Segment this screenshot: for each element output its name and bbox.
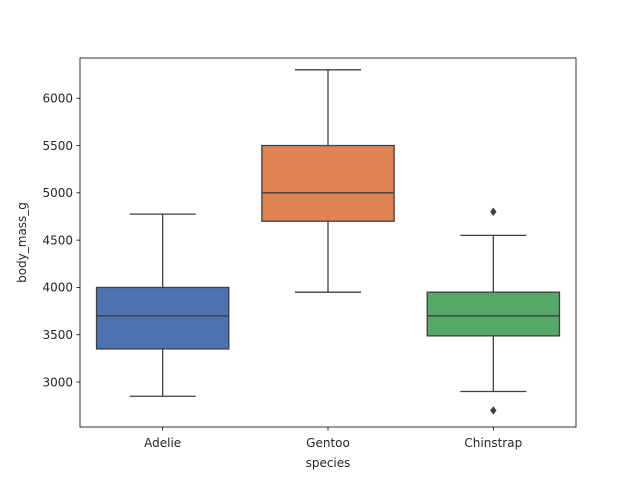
y-ticks: 3000 3500 4000 4500 5000 5500 6000 xyxy=(42,92,80,389)
outlier-chinstrap-1 xyxy=(490,207,497,216)
box-chinstrap xyxy=(426,291,561,337)
y-tick-label-3500: 3500 xyxy=(42,328,73,342)
plot-frame xyxy=(79,57,577,428)
box-group-adelie xyxy=(95,213,230,397)
y-axis-label: body_mass_g xyxy=(15,202,29,283)
box-gentoo xyxy=(261,144,395,222)
x-axis-label: species xyxy=(306,456,351,470)
x-tick-label-adelie: Adelie xyxy=(144,436,181,450)
x-tick-label-gentoo: Gentoo xyxy=(306,436,350,450)
box-adelie xyxy=(95,286,230,350)
box-group-chinstrap xyxy=(426,207,561,415)
y-tick-label-3000: 3000 xyxy=(42,375,73,389)
y-tick-label-6000: 6000 xyxy=(42,92,73,106)
boxes-layer xyxy=(95,69,561,415)
y-tick-label-4000: 4000 xyxy=(42,281,73,295)
x-tick-label-chinstrap: Chinstrap xyxy=(464,436,522,450)
y-tick-label-4500: 4500 xyxy=(42,233,73,247)
x-ticks: Adelie Gentoo Chinstrap xyxy=(144,427,522,450)
box-group-gentoo xyxy=(261,69,395,293)
y-tick-label-5000: 5000 xyxy=(42,186,73,200)
outlier-chinstrap-0 xyxy=(490,406,497,415)
y-tick-label-5500: 5500 xyxy=(42,139,73,153)
